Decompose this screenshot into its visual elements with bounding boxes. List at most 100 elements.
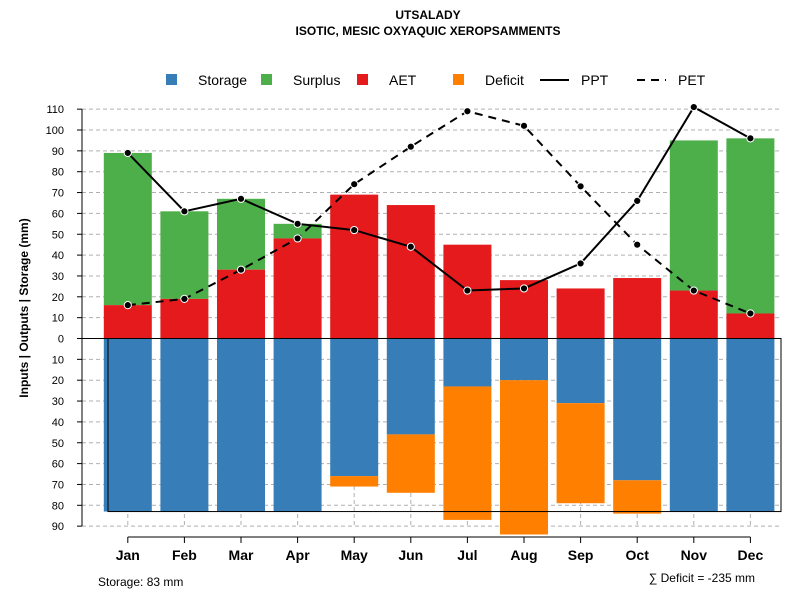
ppt-line — [127, 105, 751, 292]
ppt-point — [123, 148, 132, 158]
pet-point — [123, 301, 132, 310]
ppt-point — [576, 259, 585, 268]
storage-bar — [613, 338, 662, 481]
storage-bar — [556, 338, 605, 404]
x-tick-label: Jun — [398, 547, 423, 563]
legend: Storage Surplus AET Deficit PPT PET — [166, 72, 706, 88]
x-tick-label: Jan — [116, 547, 140, 563]
deficit-bar — [500, 380, 548, 535]
aet-bar — [103, 305, 152, 339]
y-tick-label: 20 — [52, 292, 64, 304]
legend-swatch — [166, 74, 177, 85]
storage-footnote: Storage: 83 mm — [98, 575, 183, 589]
bar-layer — [103, 138, 782, 535]
storage-bar — [726, 338, 775, 512]
storage-bar — [669, 338, 718, 512]
legend-label: Deficit — [485, 72, 524, 88]
x-tick-label: May — [341, 547, 368, 563]
y-tick-label: 40 — [52, 250, 64, 262]
pet-point — [519, 121, 529, 130]
aet-bar — [330, 194, 379, 339]
axes: 1101009080706050403020100102030405060708… — [46, 104, 781, 563]
storage-bar — [386, 338, 435, 435]
y-tick-label: 70 — [52, 188, 64, 200]
y-tick-label: 10 — [52, 354, 64, 366]
ppt-point — [180, 207, 189, 216]
y-tick-label: 80 — [52, 500, 64, 512]
ppt-point — [463, 286, 472, 295]
y-tick-label: 70 — [52, 479, 64, 491]
pet-point — [689, 286, 698, 295]
y-tick-label: 0 — [58, 334, 64, 346]
y-tick-label: 90 — [52, 146, 64, 158]
storage-bar — [273, 338, 322, 512]
y-tick-label: 60 — [52, 459, 64, 471]
y-tick-label: 60 — [52, 208, 64, 220]
surplus-bar — [217, 198, 265, 270]
surplus-bar — [103, 152, 152, 306]
y-axis-label: Inputs | Outputs | Storage (mm) — [17, 218, 31, 397]
x-tick-label: Dec — [738, 547, 764, 563]
y-tick-label: 10 — [52, 313, 64, 325]
surplus-bar — [160, 211, 209, 299]
pet-point — [746, 309, 755, 318]
x-tick-label: Jul — [457, 547, 477, 563]
deficit-bar — [443, 386, 492, 520]
chart-subtitle: ISOTIC, MESIC OXYAQUIC XEROPSAMMENTS — [296, 24, 561, 38]
legend-label: Surplus — [293, 72, 340, 88]
y-tick-label: 90 — [52, 521, 64, 533]
aet-bar — [669, 290, 718, 339]
ppt-point — [350, 225, 359, 235]
surplus-bar — [726, 138, 775, 314]
aet-bar — [726, 313, 775, 339]
legend-swatch — [261, 74, 272, 85]
pet-point — [180, 294, 189, 303]
deficit-bar — [330, 476, 379, 487]
x-tick-label: Oct — [626, 547, 650, 563]
surplus-bar — [669, 140, 718, 291]
chart-title: UTSALADY — [395, 8, 460, 22]
aet-bar — [273, 238, 322, 339]
ppt-point — [406, 242, 415, 251]
y-tick-label: 50 — [52, 438, 64, 450]
ppt-point — [689, 102, 698, 112]
aet-bar — [160, 298, 209, 339]
ppt-point — [236, 194, 246, 203]
storage-bar — [160, 338, 209, 512]
ppt-point — [633, 196, 642, 205]
storage-bar — [443, 338, 492, 387]
pet-point — [406, 142, 415, 151]
x-tick-label: Sep — [568, 547, 594, 563]
y-tick-label: 30 — [52, 396, 64, 408]
ppt-point — [293, 219, 302, 228]
pet-point — [633, 240, 642, 249]
deficit-bar — [613, 480, 662, 514]
aet-bar — [556, 288, 605, 339]
y-tick-label: 110 — [46, 104, 64, 116]
y-tick-label: 20 — [52, 375, 64, 387]
legend-label: AET — [389, 72, 417, 88]
deficit-bar — [556, 403, 605, 504]
pet-point — [463, 107, 472, 116]
x-tick-label: Mar — [229, 547, 254, 563]
pet-point — [236, 265, 246, 274]
aet-bar — [217, 269, 265, 339]
aet-bar — [386, 205, 435, 339]
y-tick-label: 30 — [52, 271, 64, 283]
x-tick-label: Aug — [510, 547, 537, 563]
storage-bar — [330, 338, 379, 477]
storage-bar — [103, 338, 152, 512]
x-tick-label: Nov — [681, 547, 708, 563]
deficit-bar — [386, 434, 435, 493]
legend-label: PPT — [581, 72, 609, 88]
legend-label: PET — [678, 72, 706, 88]
y-tick-label: 100 — [46, 125, 64, 137]
aet-bar — [613, 278, 662, 339]
y-tick-label: 80 — [52, 167, 64, 179]
legend-swatch — [453, 74, 464, 85]
line-layer — [123, 102, 755, 318]
pet-point — [350, 180, 359, 189]
legend-label: Storage — [198, 72, 247, 88]
